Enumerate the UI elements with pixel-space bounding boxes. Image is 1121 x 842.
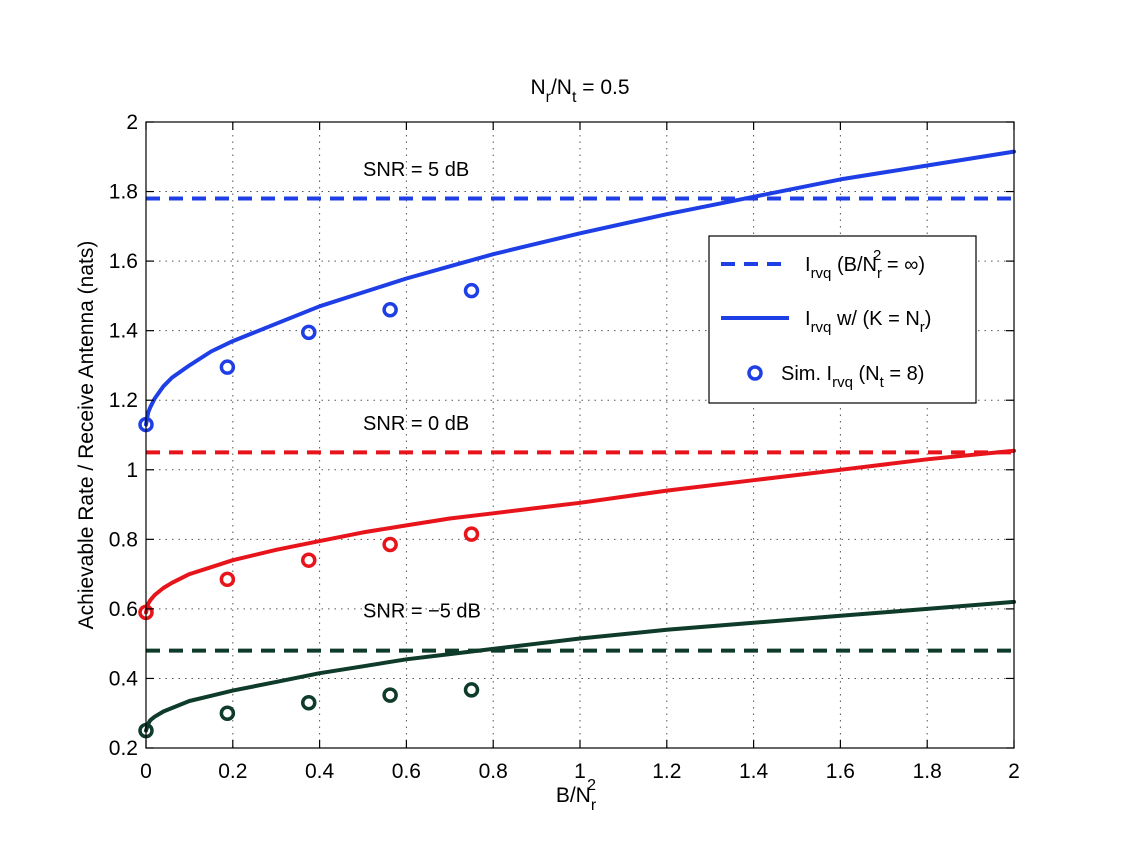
ticks: 0 0.2 0.4 0.6 0.8 1 1.2 1.4 1.6 1.8 20.20.40.60.81…: [109, 111, 1020, 783]
snr-annotations: SNR = 5 dB SNR = 0 dB SNR = −5 dB: [363, 159, 481, 623]
analytic-curve: [144, 149, 1016, 427]
sim-point: [301, 324, 317, 341]
sim-point: [219, 705, 236, 721]
analytic-curve: [144, 448, 1016, 615]
legend-entry: Sim. Irvq (Nt = 8): [781, 363, 924, 391]
x-tick-label: 0.8: [479, 760, 508, 783]
x-tick-label: 1.2: [652, 760, 681, 783]
x-tick-label: 0.4: [305, 760, 335, 783]
sim-point: [382, 302, 398, 318]
series-group: [138, 149, 1016, 433]
sim-point: [301, 695, 317, 711]
sim-point: [382, 687, 398, 703]
sim-point: [463, 282, 480, 299]
sim-point: [301, 552, 317, 568]
y-tick-label: 1.8: [109, 181, 138, 204]
x-tick-label: 1.4: [739, 760, 769, 783]
x-tick-label: 0.2: [218, 760, 247, 783]
chart-title: Nr/Nt = 0.5: [530, 76, 629, 106]
sim-point: [463, 526, 480, 542]
snr-label: SNR = −5 dB: [363, 601, 481, 623]
snr-label: SNR = 0 dB: [363, 413, 469, 435]
y-tick-label: 1.2: [109, 389, 138, 412]
y-axis-label: Achievable Rate / Receive Antenna (nats): [75, 241, 98, 630]
sim-point: [463, 682, 480, 698]
analytic-curve: [144, 599, 1016, 733]
sim-point: [219, 571, 236, 588]
legend-marker-swatch: [747, 365, 763, 381]
grid-lines: [146, 122, 1014, 748]
snr-label: SNR = 5 dB: [363, 159, 469, 181]
axis-labels: Nr/Nt = 0.5 B/Nr2 Achievable Rate / Receiv…: [75, 76, 630, 814]
legend-entry: Irvq (B/Nr2 = ∞): [805, 247, 925, 282]
x-tick-label: 0: [140, 760, 152, 783]
legend-entry: Irvq w/ (K = Nr): [805, 308, 931, 336]
y-tick-label: 1.4: [109, 320, 139, 343]
sim-point: [219, 359, 236, 375]
x-tick-label: 1.8: [913, 760, 942, 783]
x-tick-label: 2: [1008, 760, 1020, 783]
y-tick-label: 2: [126, 111, 138, 134]
x-axis-label: B/Nr2: [556, 777, 597, 814]
y-tick-label: 0.2: [109, 737, 138, 760]
series-group: [138, 599, 1016, 739]
y-tick-label: 0.6: [109, 598, 138, 621]
x-tick-label: 1.6: [826, 760, 855, 783]
sim-point: [382, 536, 398, 553]
y-tick-label: 1: [126, 459, 138, 482]
x-tick-label: 1: [574, 760, 586, 783]
y-tick-label: 0.8: [109, 528, 138, 551]
y-tick-label: 1.6: [109, 250, 138, 273]
legend: Irvq (B/Nr2 = ∞) Irvq w/ (K = Nr) Sim. Irv…: [708, 235, 977, 404]
y-tick-label: 0.4: [109, 667, 139, 690]
x-tick-label: 0.6: [392, 760, 421, 783]
